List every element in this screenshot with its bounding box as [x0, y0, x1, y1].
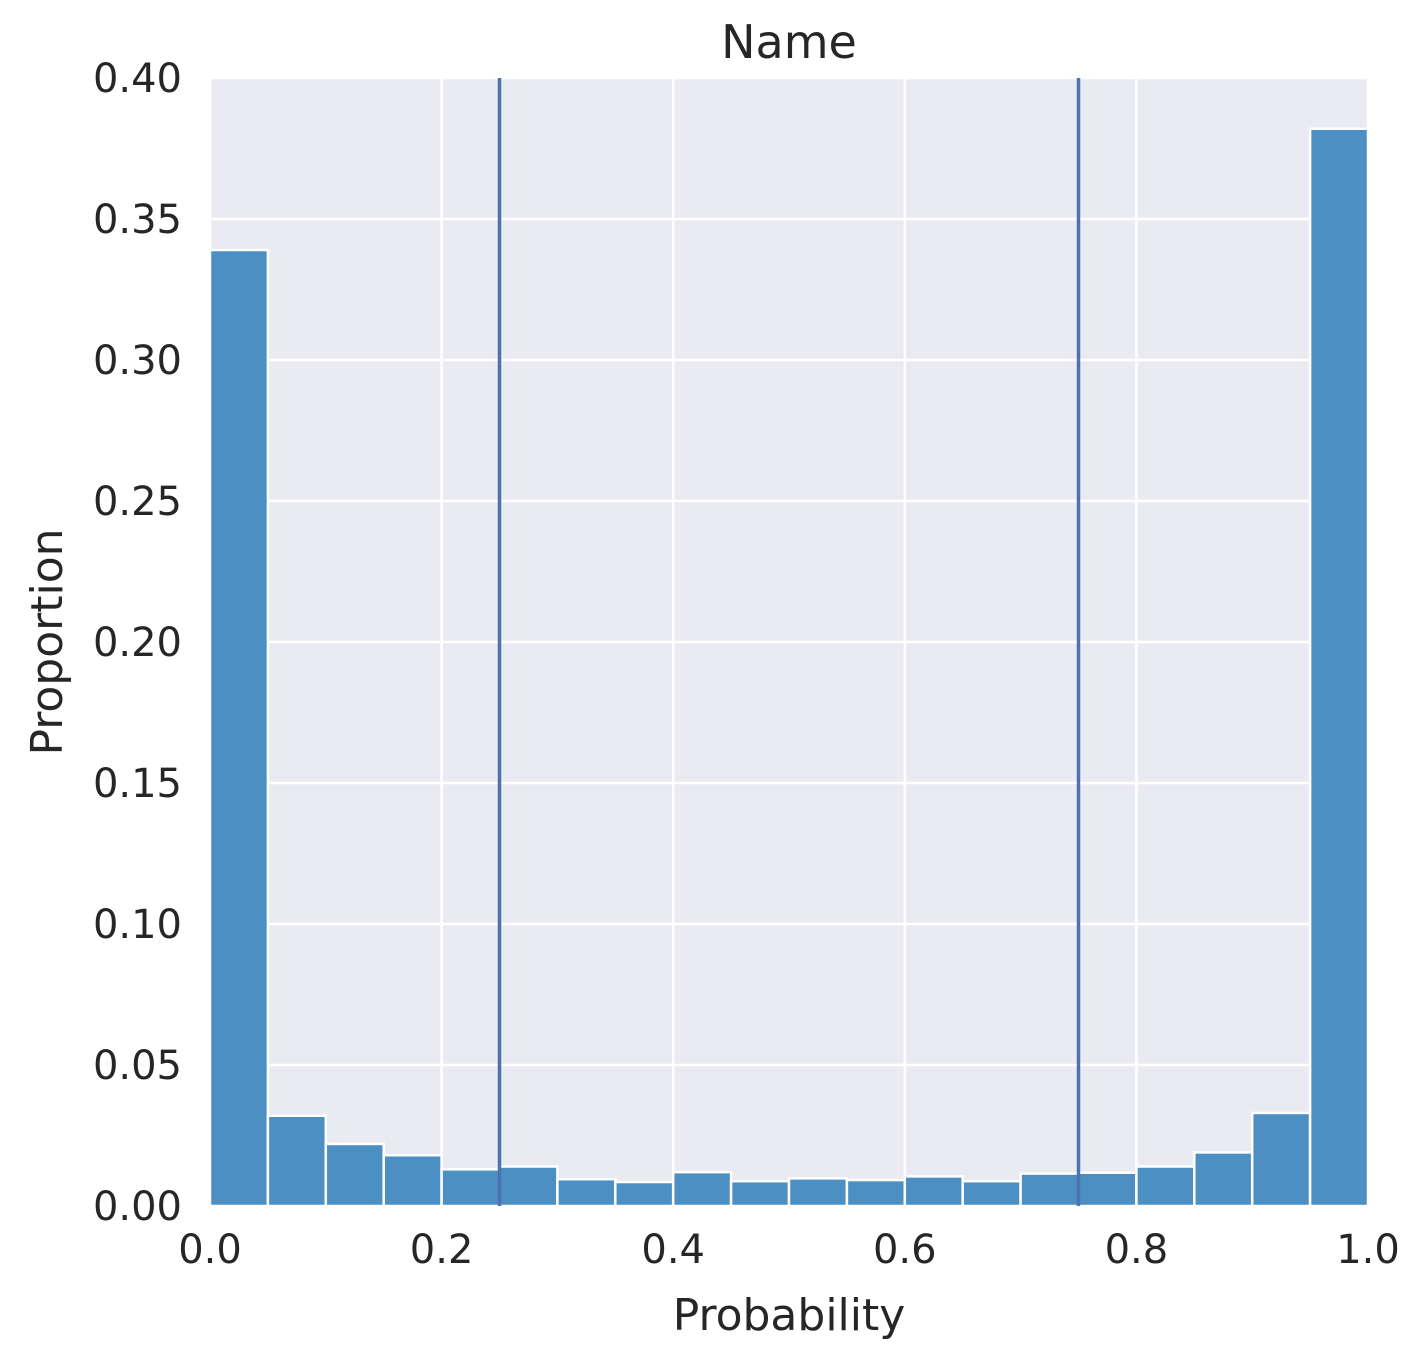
chart-title: Name — [721, 15, 857, 69]
histogram-bars — [208, 127, 1370, 1208]
y-tick-label: 0.35 — [93, 197, 182, 243]
histogram-bar — [1308, 127, 1370, 1208]
histogram-bar — [845, 1178, 907, 1208]
histogram-bar — [266, 1114, 328, 1208]
histogram-bar — [208, 248, 270, 1208]
y-tick-label: 0.30 — [93, 338, 182, 384]
y-axis-title: Proportion — [22, 528, 73, 755]
y-tick-label: 0.10 — [93, 902, 182, 948]
y-tick-label: 0.05 — [93, 1043, 182, 1089]
x-tick-label: 0.8 — [1105, 1227, 1169, 1273]
histogram-bar — [614, 1180, 675, 1208]
x-tick-label: 1.0 — [1336, 1227, 1400, 1273]
y-tick-label: 0.00 — [93, 1184, 182, 1230]
x-tick-label: 0.6 — [873, 1227, 937, 1273]
x-tick-label: 0.0 — [178, 1227, 242, 1273]
histogram-bar — [903, 1175, 964, 1208]
histogram-bar — [498, 1165, 559, 1208]
y-tick-label: 0.20 — [93, 620, 182, 666]
grid-lines — [208, 76, 1370, 1208]
y-tick-label: 0.40 — [93, 56, 182, 102]
y-tick-label: 0.25 — [93, 479, 182, 525]
y-tick-labels: 0.00 0.05 0.10 0.15 0.20 0.25 0.30 0.35 0.40 — [93, 56, 182, 1230]
x-axis-title: Probability — [673, 1290, 906, 1341]
histogram-bar — [729, 1179, 791, 1208]
x-tick-labels: 0.0 0.2 0.4 0.6 0.8 1.0 — [178, 1227, 1400, 1273]
histogram-bar — [787, 1177, 849, 1208]
reference-lines — [497, 78, 1081, 1206]
y-tick-label: 0.15 — [93, 761, 182, 807]
histogram-bar — [382, 1153, 443, 1208]
histogram-bar — [440, 1168, 501, 1208]
histogram-bar — [1019, 1172, 1080, 1208]
histogram-bar — [1250, 1111, 1312, 1208]
histogram-bar — [671, 1170, 733, 1208]
histogram-bar — [556, 1177, 617, 1208]
histogram-bar — [1193, 1151, 1254, 1208]
histogram-bar — [961, 1179, 1022, 1208]
x-tick-label: 0.2 — [410, 1227, 474, 1273]
histogram-bar — [1135, 1165, 1196, 1208]
histogram-bar — [1077, 1171, 1138, 1208]
histogram-bar — [324, 1142, 385, 1208]
x-tick-label: 0.4 — [641, 1227, 705, 1273]
